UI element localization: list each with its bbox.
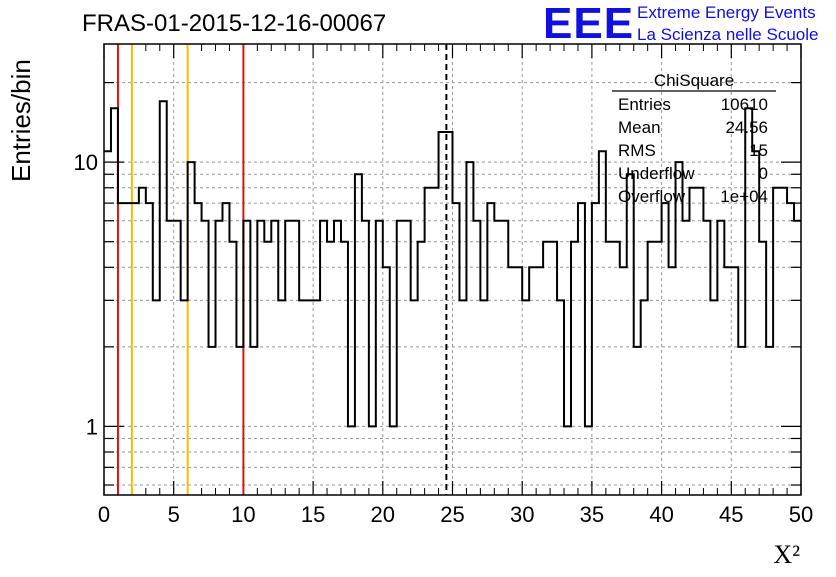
x-tick-label: 30 [510, 502, 534, 527]
x-tick-label: 35 [580, 502, 604, 527]
tick-labels: 0 5 10 15 20 25 30 35 40 45 50 1 10 [74, 150, 814, 527]
stats-label-overflow: Overflow [618, 187, 686, 206]
stats-value-entries: 10610 [721, 95, 768, 114]
x-tick-label: 50 [789, 502, 813, 527]
x-tick-label: 25 [440, 502, 464, 527]
x-tick-label: 40 [649, 502, 673, 527]
y-axis-label: Entries/bin [6, 59, 36, 182]
histogram-series [104, 100, 801, 428]
stats-box: ChiSquare Entries 10610 Mean 24.56 RMS 1… [612, 71, 776, 206]
stats-title: ChiSquare [654, 71, 734, 90]
x-tick-label: 5 [168, 502, 180, 527]
stats-value-underflow: 0 [759, 164, 768, 183]
stats-value-overflow: 1e+04 [720, 187, 768, 206]
stats-label-mean: Mean [618, 118, 661, 137]
x-tick-label: 45 [719, 502, 743, 527]
brand-line-2: La Scienza nelle Scuole [637, 25, 818, 44]
x-axis-label: X² [773, 540, 800, 569]
eee-logo-text: EEE [543, 0, 634, 48]
stats-value-mean: 24.56 [725, 118, 768, 137]
stats-value-rms: 15 [749, 141, 768, 160]
x-tick-label: 15 [301, 502, 325, 527]
plot-frame [103, 43, 802, 496]
x-tick-label: 0 [98, 502, 110, 527]
y-tick-label: 10 [74, 150, 98, 175]
x-tick-label: 10 [231, 502, 255, 527]
stats-label-rms: RMS [618, 141, 656, 160]
stats-label-entries: Entries [618, 95, 671, 114]
x-tick-label: 20 [371, 502, 395, 527]
y-tick-label: 1 [86, 414, 98, 439]
stats-label-underflow: Underflow [618, 164, 695, 183]
chart-title: FRAS-01-2015-12-16-00067 [82, 10, 386, 37]
eee-logo: EEE Extreme Energy Events La Scienza nel… [543, 0, 818, 48]
brand-line-1: Extreme Energy Events [637, 3, 816, 22]
